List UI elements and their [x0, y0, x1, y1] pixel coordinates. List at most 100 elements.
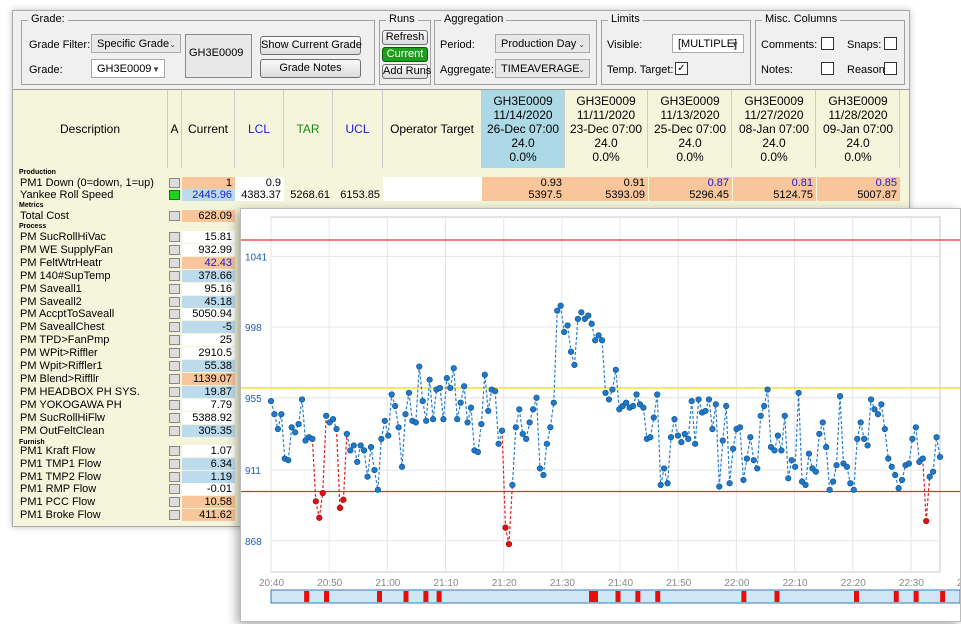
row-action-button[interactable]: [169, 484, 180, 495]
row-label[interactable]: PM SucRollHiVac: [20, 231, 106, 243]
current-button[interactable]: Current: [382, 47, 428, 62]
row-action-button[interactable]: [169, 309, 180, 320]
row-label[interactable]: PM FeltWtrHeatr: [20, 256, 102, 269]
operator-target-value[interactable]: [383, 177, 482, 189]
row-action-button[interactable]: [169, 283, 180, 294]
aggregate-label: Aggregate:: [440, 64, 494, 76]
snaps-label: Snaps:: [847, 39, 882, 51]
period-select[interactable]: Production Day ⌄: [495, 34, 590, 53]
data-point: [564, 322, 571, 329]
row-label[interactable]: PM 140#SupTemp: [20, 269, 111, 282]
row-label[interactable]: PM YOKOGAWA PH: [20, 398, 122, 411]
row-action-button[interactable]: [169, 270, 180, 281]
run-column-header[interactable]: GH3E0009 11/13/2020 25-Dec 07:00 24.0 0.0%: [649, 90, 732, 168]
row-action-button[interactable]: [169, 190, 180, 200]
row-label[interactable]: PM SucRollHiFlw: [20, 411, 105, 424]
row-action-button[interactable]: [169, 348, 180, 359]
row-label[interactable]: PM WE SupplyFan: [20, 243, 113, 256]
row-action-button[interactable]: [169, 361, 180, 371]
row-action-button[interactable]: [169, 386, 180, 397]
row-action-button[interactable]: [169, 211, 180, 221]
col-ucl[interactable]: UCL: [333, 90, 383, 168]
trend-chart-popup[interactable]: 1041 998 955 911 868 20:40 20:50 21:00 21:10 21:2…: [240, 208, 961, 622]
snaps-checkbox[interactable]: [884, 37, 897, 50]
row-action-button[interactable]: [169, 425, 180, 436]
col-tar[interactable]: TAR: [284, 90, 333, 168]
row-action-button[interactable]: [169, 178, 180, 188]
row-action-button[interactable]: [169, 322, 180, 333]
data-point: [898, 476, 906, 484]
row-action-button[interactable]: [169, 232, 180, 242]
row-label[interactable]: PM Wpit>Riffler1: [20, 360, 103, 372]
data-point: [819, 419, 826, 426]
run-column-header[interactable]: GH3E0009 11/14/2020 26-Dec 07:00 24.0 0.0%: [482, 90, 565, 168]
col-current[interactable]: Current: [182, 90, 235, 168]
x-tick-label: 21:50: [666, 578, 691, 589]
col-lcl[interactable]: LCL: [235, 90, 284, 168]
run-column-header[interactable]: GH3E0009 11/27/2020 08-Jan 07:00 24.0 0.0%: [733, 90, 816, 168]
row-label[interactable]: PM AccptToSaveall: [20, 308, 115, 321]
operator-target-value[interactable]: [383, 189, 482, 201]
row-label[interactable]: Yankee Roll Speed: [20, 189, 114, 201]
row-action-button[interactable]: [169, 244, 180, 255]
row-label[interactable]: Total Cost: [20, 210, 69, 222]
data-point: [919, 455, 926, 462]
row-label[interactable]: PM OutFeltClean: [20, 424, 105, 437]
notes-checkbox[interactable]: [821, 62, 834, 75]
row-action-button[interactable]: [169, 296, 180, 307]
reasons-checkbox[interactable]: [884, 62, 897, 75]
col-description[interactable]: Description: [13, 90, 168, 168]
visible-select[interactable]: [MULTIPLE] ▼: [672, 34, 744, 53]
data-point: [509, 481, 516, 488]
trend-chart[interactable]: 1041 998 955 911 868 20:40 20:50 21:00 21:10 21:2…: [241, 209, 961, 621]
data-point: [802, 481, 809, 488]
grade-notes-button[interactable]: Grade Notes: [260, 59, 361, 78]
row-label[interactable]: PM Saveall1: [20, 282, 82, 295]
run-header-line: GH3E0009: [493, 94, 553, 108]
row-label[interactable]: PM1 PCC Flow: [20, 496, 96, 509]
row-action-button[interactable]: [169, 373, 180, 384]
row-label[interactable]: PM1 Kraft Flow: [20, 445, 96, 457]
row-action-button[interactable]: [169, 510, 180, 520]
row-action-button[interactable]: [169, 471, 180, 482]
row-label[interactable]: PM Saveall2: [20, 295, 82, 308]
aggregate-select[interactable]: TIMEAVERAGE ⌄: [495, 59, 590, 78]
add-runs-button[interactable]: Add Runs: [382, 64, 432, 79]
row-action-button[interactable]: [169, 257, 180, 268]
x-tick-label: 20:40: [259, 578, 284, 589]
row-label[interactable]: PM1 TMP1 Flow: [20, 457, 102, 470]
row-action-button[interactable]: [169, 458, 180, 469]
run-column-header[interactable]: GH3E0009 11/28/2020 09-Jan 07:00 24.0 0.0%: [817, 90, 900, 168]
comments-checkbox[interactable]: [821, 37, 834, 50]
row-label[interactable]: PM HEADBOX PH SYS.: [20, 385, 140, 398]
row-label[interactable]: PM1 TMP2 Flow: [20, 470, 102, 483]
row-action-button[interactable]: [169, 497, 180, 508]
col-a[interactable]: A: [168, 90, 182, 168]
row-label[interactable]: PM SaveallChest: [20, 321, 105, 334]
row-label[interactable]: PM1 RMP Flow: [20, 483, 97, 496]
row-action-button[interactable]: [169, 335, 180, 346]
refresh-button[interactable]: Refresh: [382, 30, 428, 45]
show-current-grade-button[interactable]: Show Current Grade: [260, 36, 362, 55]
series-segment: [453, 368, 458, 420]
row-label[interactable]: PM WPit>Riffler: [20, 347, 98, 360]
data-point: [647, 434, 654, 441]
row-action-button[interactable]: [169, 446, 180, 456]
series-segment: [915, 427, 920, 462]
grade-filter-select[interactable]: Specific Grade ⌄: [91, 34, 181, 53]
row-label[interactable]: PM TPD>FanPmp: [20, 334, 110, 347]
current-value: 10.58: [182, 496, 235, 509]
series-segment: [566, 325, 572, 352]
row-label[interactable]: PM Blend>Riffllr: [20, 372, 99, 385]
run-header-line: 09-Jan 07:00: [822, 122, 894, 136]
row-action-button[interactable]: [169, 399, 180, 410]
row-action-button[interactable]: [169, 412, 180, 423]
y-tick-label: 1041: [245, 252, 268, 263]
grade-select[interactable]: GH3E0009 ▼: [91, 59, 165, 78]
col-operator-target[interactable]: Operator Target: [383, 90, 482, 168]
temp-target-checkbox[interactable]: ✓: [675, 62, 688, 75]
run-column-header[interactable]: GH3E0009 11/11/2020 23-Dec 07:00 24.0 0.0%: [565, 90, 648, 168]
grade-filter-label: Grade Filter:: [29, 39, 91, 51]
row-label[interactable]: PM1 Broke Flow: [20, 509, 101, 521]
row-label[interactable]: PM1 Down (0=down, 1=up): [20, 177, 154, 189]
